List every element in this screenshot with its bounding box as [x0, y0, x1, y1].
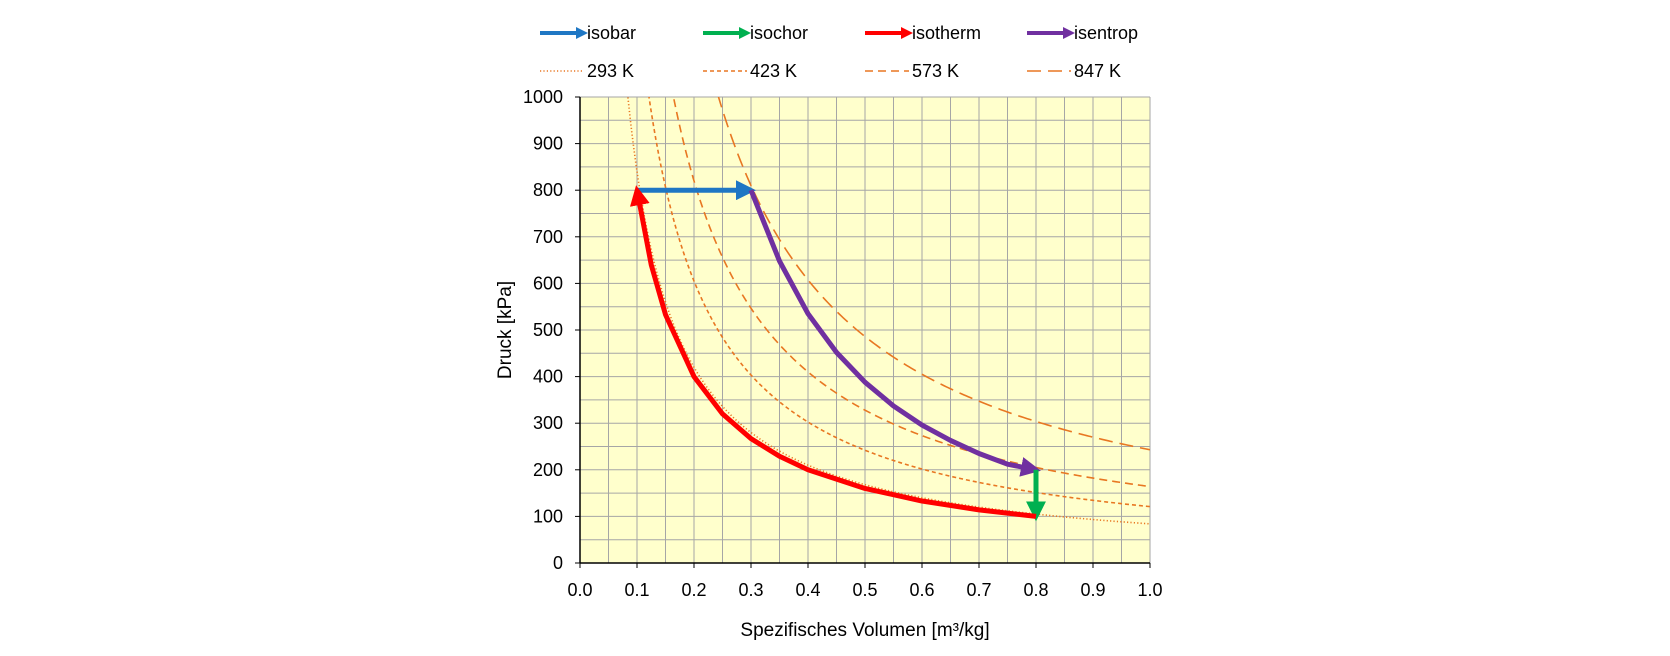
- y-tick-label: 0: [553, 553, 563, 573]
- legend-item-isobar: isobar: [540, 23, 636, 43]
- legend-item-293k: 293 K: [540, 61, 634, 81]
- isotherm-847k: [717, 97, 1150, 451]
- legend-item-isotherm: isotherm: [865, 23, 981, 43]
- legend: isobar isochor isotherm isentrop 293 K 423 K 5…: [540, 23, 1138, 81]
- x-tick-label: 0.9: [1080, 580, 1105, 600]
- legend-label: isochor: [750, 23, 808, 43]
- legend-item-573k: 573 K: [865, 61, 959, 81]
- legend-label: 423 K: [750, 61, 797, 81]
- y-tick-label: 400: [533, 367, 563, 387]
- x-tick-label: 0.2: [681, 580, 706, 600]
- x-tick-label: 0.7: [966, 580, 991, 600]
- legend-arrowhead: [739, 27, 751, 39]
- y-axis-label: Druck [kPa]: [495, 281, 516, 379]
- legend-label: isentrop: [1074, 23, 1138, 43]
- x-tick-label: 0.4: [795, 580, 820, 600]
- tick-labels: 0.0 0.1 0.2 0.3 0.4 0.5 0.6 0.7 0.8 0.9 1.0 0 100 200…: [523, 87, 1163, 600]
- legend-item-isochor: isochor: [703, 23, 808, 43]
- x-axis-label: Spezifisches Volumen [m³/kg]: [740, 620, 989, 641]
- x-tick-label: 0.8: [1023, 580, 1048, 600]
- isotherm-423k: [648, 97, 1150, 508]
- x-tick-label: 0.0: [567, 580, 592, 600]
- isotherm-series: [629, 185, 1037, 519]
- legend-item-423k: 423 K: [703, 61, 797, 81]
- isentrop-series: [748, 189, 1041, 477]
- y-tick-label: 100: [533, 506, 563, 526]
- y-tick-label: 800: [533, 180, 563, 200]
- x-tick-label: 0.1: [624, 580, 649, 600]
- isotherm-293k: [627, 97, 1150, 525]
- y-tick-label: 300: [533, 413, 563, 433]
- legend-label: 293 K: [587, 61, 634, 81]
- legend-arrowhead: [901, 27, 913, 39]
- legend-item-847k: 847 K: [1027, 61, 1121, 81]
- legend-label: isotherm: [912, 23, 981, 43]
- y-tick-label: 900: [533, 134, 563, 154]
- y-tick-label: 1000: [523, 87, 563, 107]
- reference-isotherms: [627, 97, 1150, 525]
- x-tick-label: 0.6: [909, 580, 934, 600]
- axes: [575, 96, 1151, 568]
- y-tick-label: 600: [533, 273, 563, 293]
- x-tick-label: 0.3: [738, 580, 763, 600]
- legend-arrowhead: [576, 27, 588, 39]
- y-tick-label: 700: [533, 227, 563, 247]
- x-tick-label: 1.0: [1137, 580, 1162, 600]
- y-tick-label: 200: [533, 460, 563, 480]
- legend-label: isobar: [587, 23, 636, 43]
- grid: [579, 96, 1151, 564]
- legend-label: 847 K: [1074, 61, 1121, 81]
- y-tick-label: 500: [533, 320, 563, 340]
- x-tick-label: 0.5: [852, 580, 877, 600]
- legend-label: 573 K: [912, 61, 959, 81]
- legend-arrowhead: [1063, 27, 1075, 39]
- legend-item-isentrop: isentrop: [1027, 23, 1138, 43]
- process-cycle: [629, 180, 1046, 522]
